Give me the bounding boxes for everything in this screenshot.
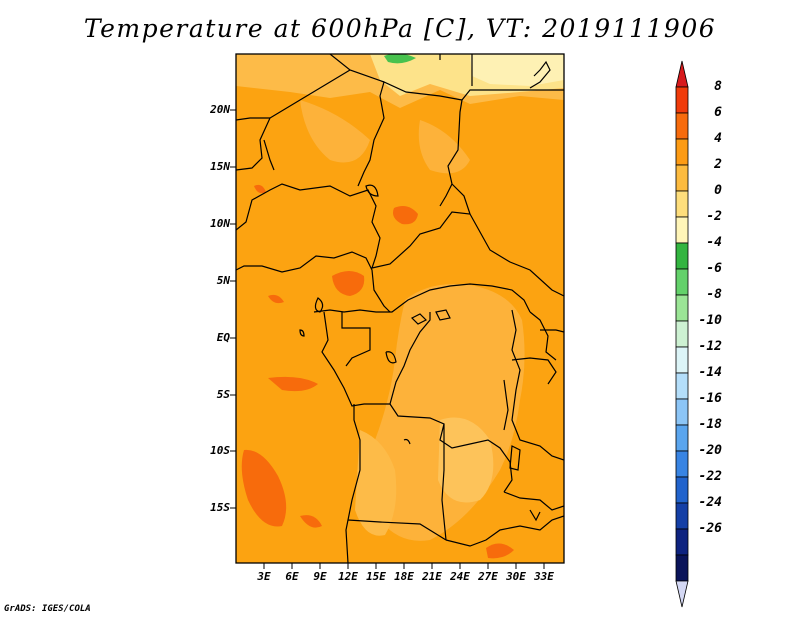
- colorbar-swatch: [675, 138, 689, 166]
- colorbar-bottom-arrow: [675, 580, 689, 608]
- colorbar-swatch: [675, 190, 689, 218]
- colorbar-swatch: [675, 216, 689, 244]
- colorbar-label: -22: [698, 469, 722, 484]
- colorbar-swatch: [675, 528, 689, 556]
- x-tick-label: 33E: [534, 570, 554, 583]
- colorbar-label: -16: [698, 391, 722, 406]
- colorbar-swatch: [675, 424, 689, 452]
- colorbar-label: -8: [706, 287, 722, 302]
- colorbar-label: 8: [714, 79, 722, 94]
- y-tick-label: 15S: [210, 501, 230, 514]
- colorbar-swatch: [675, 450, 689, 478]
- x-tick-label: 3E: [257, 570, 271, 583]
- y-tick-label: 20N: [210, 103, 230, 116]
- colorbar-label: 0: [714, 183, 722, 198]
- colorbar-label: 2: [714, 157, 722, 172]
- colorbar-swatch: [675, 554, 689, 582]
- colorbar-label: -24: [698, 495, 722, 510]
- colorbar-swatch: [675, 346, 689, 374]
- colorbar-swatch: [675, 268, 689, 296]
- temperature-field: [236, 54, 564, 563]
- colorbar-label: -6: [706, 261, 722, 276]
- y-tick-label: 5S: [216, 388, 230, 401]
- colorbar-swatch: [675, 398, 689, 426]
- y-tick-label: EQ: [216, 331, 230, 344]
- colorbar-label: -2: [706, 209, 722, 224]
- x-axis-ticks: [263, 563, 545, 569]
- x-tick-label: 18E: [394, 570, 414, 583]
- x-tick-label: 9E: [313, 570, 327, 583]
- colorbar-swatch: [675, 502, 689, 530]
- colorbar-top-arrow: [675, 60, 689, 88]
- colorbar-swatch: [675, 242, 689, 270]
- map-title: Temperature at 600hPa [C], VT: 201911190…: [83, 14, 717, 43]
- colorbar-label: 6: [714, 105, 722, 120]
- x-tick-label: 30E: [506, 570, 526, 583]
- colorbar-label: 4: [714, 131, 722, 146]
- colorbar-swatch: [675, 86, 689, 114]
- x-tick-label: 12E: [338, 570, 358, 583]
- colorbar-label: -10: [698, 313, 722, 328]
- colorbar: [675, 60, 689, 608]
- x-tick-label: 27E: [478, 570, 498, 583]
- y-tick-label: 5N: [216, 274, 230, 287]
- credit-text: GrADS: IGES/COLA: [4, 604, 91, 614]
- colorbar-swatch: [675, 294, 689, 322]
- x-tick-label: 21E: [422, 570, 442, 583]
- colorbar-label: -14: [698, 365, 722, 380]
- colorbar-label: -18: [698, 417, 722, 432]
- colorbar-label: -20: [698, 443, 722, 458]
- colorbar-label: -12: [698, 339, 722, 354]
- y-tick-label: 10N: [210, 217, 230, 230]
- colorbar-swatch: [675, 164, 689, 192]
- colorbar-label: -4: [706, 235, 722, 250]
- colorbar-swatch: [675, 320, 689, 348]
- y-tick-label: 15N: [210, 160, 230, 173]
- colorbar-swatch: [675, 476, 689, 504]
- map-frame: [235, 53, 565, 564]
- colorbar-swatch: [675, 112, 689, 140]
- x-tick-label: 24E: [450, 570, 470, 583]
- colorbar-swatch: [675, 372, 689, 400]
- x-tick-label: 6E: [285, 570, 299, 583]
- y-tick-label: 10S: [210, 444, 230, 457]
- colorbar-label: -26: [698, 521, 722, 536]
- country-borders: [236, 54, 564, 563]
- y-axis-ticks: [230, 109, 236, 509]
- x-tick-label: 15E: [366, 570, 386, 583]
